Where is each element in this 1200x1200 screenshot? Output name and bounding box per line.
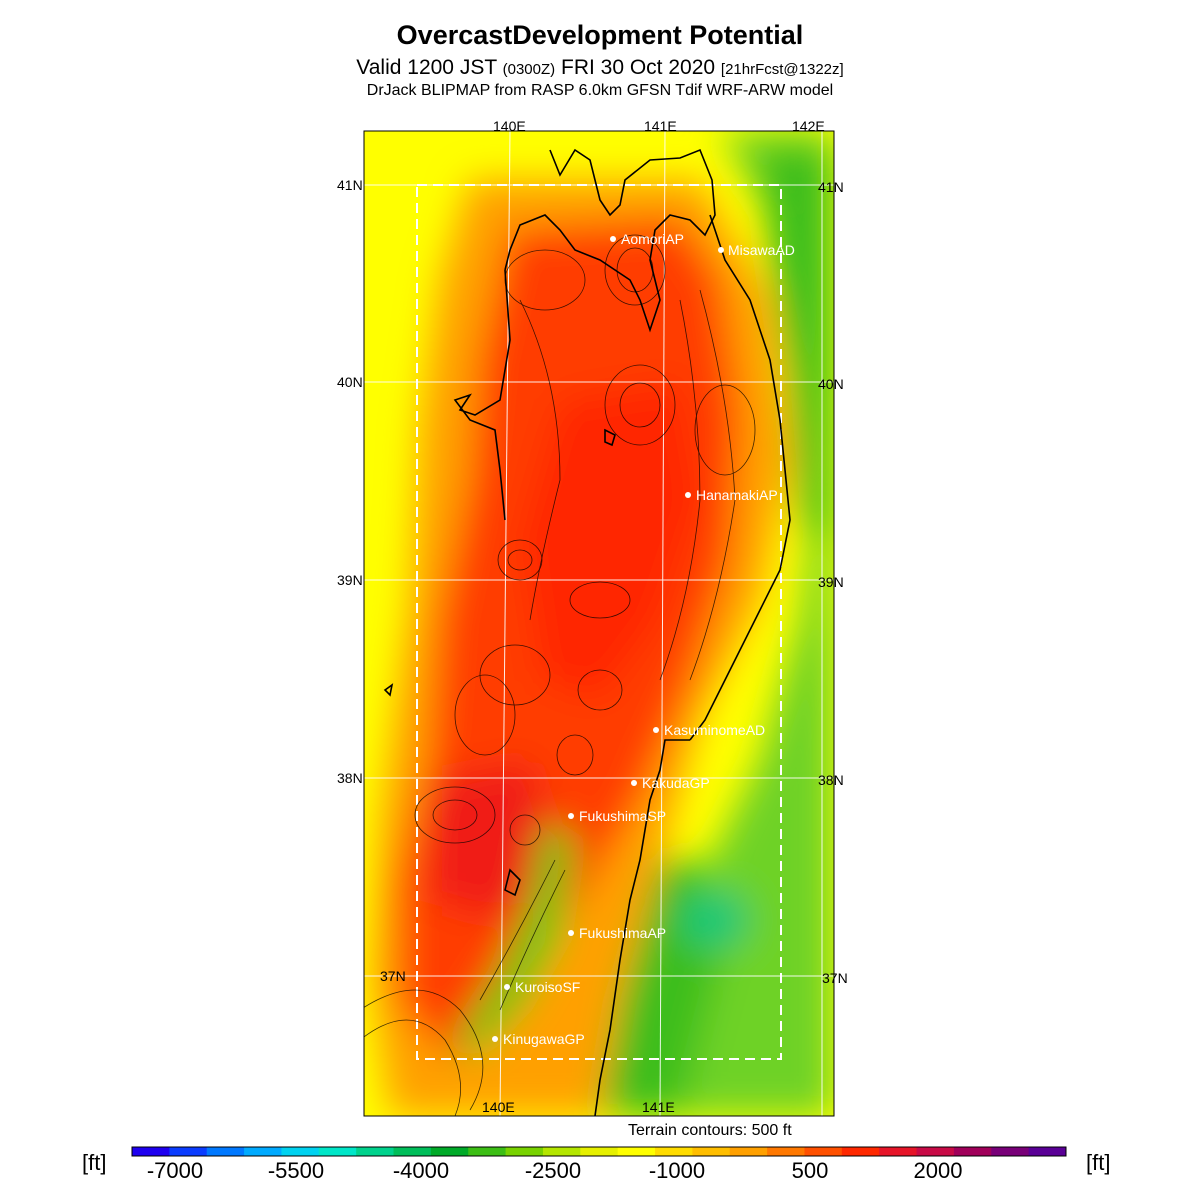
lon-label-top: 142E bbox=[792, 118, 825, 134]
lat-label-left: 40N bbox=[337, 374, 363, 390]
colorbar-swatch bbox=[692, 1147, 731, 1156]
station-dot bbox=[504, 984, 510, 990]
colorbar-tick: -4000 bbox=[393, 1158, 449, 1183]
station-dot bbox=[653, 727, 659, 733]
station-dot bbox=[568, 930, 574, 936]
colorbar-swatch bbox=[1028, 1147, 1067, 1156]
colorbar-unit-right: [ft] bbox=[1086, 1150, 1111, 1175]
lon-label-bottom: 140E bbox=[482, 1099, 515, 1115]
colorbar-swatch bbox=[655, 1147, 693, 1156]
model-description: DrJack BLIPMAP from RASP 6.0km GFSN Tdif… bbox=[366, 82, 834, 99]
colorbar-swatch bbox=[841, 1147, 880, 1156]
colorbar-ticks: -7000 -5500 -4000 -2500 -1000 500 2000 bbox=[147, 1158, 963, 1183]
station-dot bbox=[718, 247, 724, 253]
colorbar-swatch bbox=[132, 1147, 170, 1156]
field-layer bbox=[364, 131, 834, 1116]
colorbar-swatch bbox=[580, 1147, 619, 1156]
utc-time: (0300Z) bbox=[502, 61, 556, 78]
colorbar-swatch bbox=[505, 1147, 544, 1156]
colorbar-swatch bbox=[767, 1147, 805, 1156]
lat-label-right: 37N bbox=[822, 970, 848, 986]
colorbar bbox=[131, 1146, 1067, 1157]
colorbar-swatch bbox=[318, 1147, 357, 1156]
colorbar-swatch bbox=[991, 1147, 1030, 1156]
colorbar-swatch bbox=[879, 1147, 918, 1156]
station-dot bbox=[631, 780, 637, 786]
colorbar-swatch bbox=[804, 1147, 843, 1156]
lon-label-top: 140E bbox=[493, 118, 526, 134]
station-label: MisawaAD bbox=[728, 242, 795, 258]
valid-date: FRI 30 Oct 2020 bbox=[555, 56, 721, 79]
station-label: FukushimaAP bbox=[579, 925, 666, 941]
forecast-info: [21hrFcst@1322z] bbox=[720, 61, 844, 78]
terrain-contour-note: Terrain contours: 500 ft bbox=[628, 1122, 792, 1139]
lon-label-bottom: 141E bbox=[642, 1099, 675, 1115]
colorbar-swatch bbox=[916, 1147, 955, 1156]
colorbar-swatch bbox=[281, 1147, 320, 1156]
lat-label-right: 39N bbox=[818, 574, 844, 590]
station-dot bbox=[492, 1036, 498, 1042]
colorbar-swatch bbox=[468, 1147, 507, 1156]
valid-time-line: Valid 1200 JST (0300Z) FRI 30 Oct 2020 [… bbox=[0, 56, 1200, 80]
inner-domain-boundary bbox=[416, 184, 782, 1060]
colorbar-swatch bbox=[393, 1147, 432, 1156]
lat-label-left: 39N bbox=[337, 572, 363, 588]
colorbar-tick: -1000 bbox=[649, 1158, 705, 1183]
station-label: KuroisoSF bbox=[515, 979, 580, 995]
colorbar-tick: -5500 bbox=[268, 1158, 324, 1183]
colorbar-tick: -2500 bbox=[525, 1158, 581, 1183]
map-frame bbox=[363, 130, 835, 1117]
colorbar-swatch bbox=[542, 1147, 581, 1156]
colorbar-tick: 500 bbox=[792, 1158, 829, 1183]
colorbar-swatch bbox=[729, 1147, 768, 1156]
station-label: KinugawaGP bbox=[503, 1031, 585, 1047]
colorbar-swatch bbox=[356, 1147, 395, 1156]
lon-label-top: 141E bbox=[644, 118, 677, 134]
station-label: HanamakiAP bbox=[696, 487, 778, 503]
lat-label-left: 38N bbox=[337, 770, 363, 786]
colorbar-swatch bbox=[244, 1147, 282, 1156]
valid-time: Valid 1200 JST bbox=[356, 56, 503, 79]
shading bbox=[370, 131, 834, 1116]
station-dot bbox=[685, 492, 691, 498]
lat-label-right: 41N bbox=[818, 179, 844, 195]
station-dot bbox=[568, 813, 574, 819]
colorbar-tick: -7000 bbox=[147, 1158, 203, 1183]
station-markers bbox=[492, 236, 724, 1042]
station-label: KakudaGP bbox=[642, 775, 710, 791]
station-label: AomoriAP bbox=[621, 231, 684, 247]
coastline bbox=[383, 148, 791, 1116]
station-label: FukushimaSP bbox=[579, 808, 666, 824]
station-labels: AomoriAP MisawaAD HanamakiAP KasuminomeA… bbox=[503, 231, 795, 1047]
colorbar-unit-left: [ft] bbox=[82, 1150, 107, 1175]
lat-label-left: 41N bbox=[337, 177, 363, 193]
colorbar-swatch bbox=[617, 1147, 656, 1156]
terrain-contours bbox=[364, 234, 756, 1116]
colorbar-swatch bbox=[430, 1147, 469, 1156]
lat-label-right: 40N bbox=[818, 376, 844, 392]
colorbar-tick: 2000 bbox=[914, 1158, 963, 1183]
colorbar-border bbox=[131, 1146, 1067, 1157]
lat-label-left: 37N bbox=[380, 968, 406, 984]
station-label: KasuminomeAD bbox=[664, 722, 765, 738]
axis-labels: 140E 141E 142E 140E 141E 41N 40N 39N 38N… bbox=[337, 118, 848, 1115]
lat-label-right: 38N bbox=[818, 772, 844, 788]
map-title: OvercastDevelopment Potential bbox=[396, 20, 804, 50]
colorbar-swatch bbox=[169, 1147, 208, 1156]
colorbar-swatch bbox=[953, 1147, 992, 1156]
colorbar-swatch bbox=[206, 1147, 245, 1156]
station-dot bbox=[610, 236, 616, 242]
